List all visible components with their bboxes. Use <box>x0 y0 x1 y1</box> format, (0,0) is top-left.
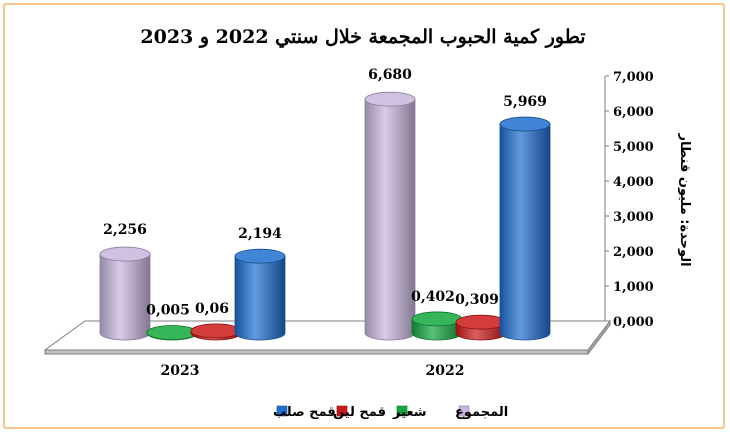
bar <box>146 325 198 341</box>
bar <box>411 311 463 341</box>
bar-top <box>190 323 242 339</box>
bar-body <box>364 98 416 341</box>
y-tick-label: 5,000 <box>613 140 654 155</box>
legend-swatch <box>276 405 288 417</box>
bar <box>99 246 151 341</box>
bar-top <box>411 311 463 327</box>
y-tick-label: 0,000 <box>613 315 654 330</box>
chart-svg: تطور كمية الحبوب المجمعة خلال سنتي 2022 … <box>43 26 692 420</box>
y-axis: 0,000 1,000 2,000 3,000 4,000 5,000 6,000 7,000 <box>604 70 654 330</box>
bar <box>364 91 416 341</box>
legend-swatch <box>336 405 348 417</box>
data-label: 2,194 <box>238 226 282 242</box>
bar-top <box>499 116 551 132</box>
data-label: 2,256 <box>103 222 147 238</box>
y-tick-label: 3,000 <box>613 210 654 225</box>
data-labels-group: 2,256 6,680 0,005 0,402 0,06 0,309 2,194 5,969 <box>103 67 547 318</box>
bar-body <box>499 123 551 341</box>
data-label: 0,06 <box>195 301 229 317</box>
y-axis-title: الوحدة: مليون قنطار <box>677 132 692 266</box>
data-label: 5,969 <box>503 94 547 110</box>
data-label: 6,680 <box>368 67 412 83</box>
bar-top <box>234 248 286 264</box>
y-tick-label: 1,000 <box>613 280 654 295</box>
chart-title: تطور كمية الحبوب المجمعة خلال سنتي 2022 … <box>140 26 585 49</box>
x-tick-label: 2022 <box>426 363 465 379</box>
bar <box>234 248 286 341</box>
bars-group <box>99 91 551 341</box>
legend-label: المجموع <box>455 405 508 420</box>
y-tick-label: 2,000 <box>613 245 654 260</box>
bar <box>190 323 242 341</box>
legend-swatch <box>458 405 470 417</box>
y-tick-label: 4,000 <box>613 175 654 190</box>
bar-body <box>234 255 286 341</box>
x-axis-labels: 2023 2022 <box>161 363 465 379</box>
chart-frame: تطور كمية الحبوب المجمعة خلال سنتي 2022 … <box>3 3 725 429</box>
floor-front-edge <box>44 349 589 355</box>
y-tick-label: 6,000 <box>613 105 654 120</box>
data-label: 0,402 <box>411 289 455 305</box>
floor-side-edge <box>587 319 611 356</box>
bar-top <box>455 314 507 330</box>
legend-label: شعير <box>392 405 427 420</box>
legend-swatch <box>396 405 408 417</box>
data-label: 0,005 <box>146 303 190 319</box>
bar <box>499 116 551 341</box>
bar-top <box>364 91 416 107</box>
x-tick-label: 2023 <box>161 363 200 379</box>
bar-top <box>146 325 198 340</box>
legend-label: قمح لين <box>333 405 386 420</box>
y-tick-label: 7,000 <box>613 70 654 85</box>
bar <box>455 314 507 341</box>
bar-top <box>99 246 151 262</box>
data-label: 0,309 <box>455 292 499 308</box>
legend-label: قمح صلب <box>273 405 336 420</box>
bar-body <box>99 253 151 341</box>
